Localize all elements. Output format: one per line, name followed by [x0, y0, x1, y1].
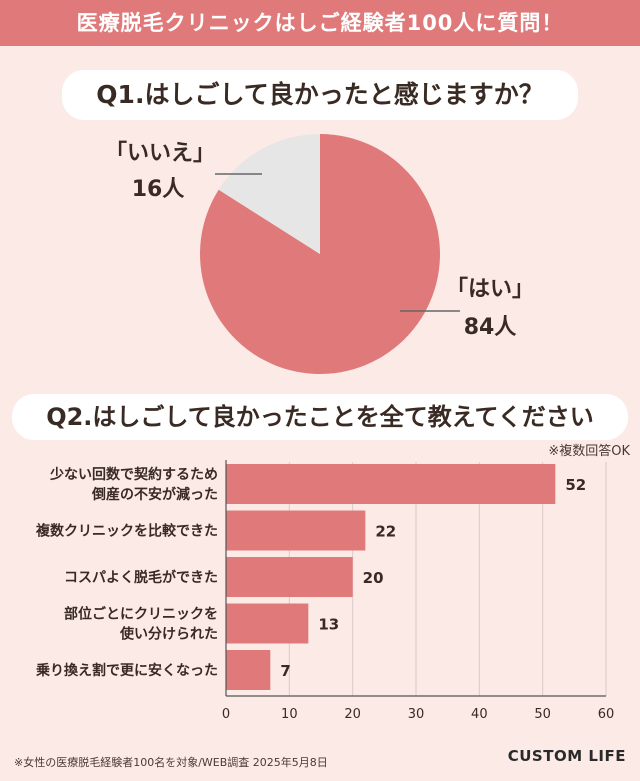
bar-value-label-3: 13 [318, 616, 339, 634]
bar-value-label-0: 52 [565, 476, 586, 494]
category-label-3: 部位ごとにクリニックを使い分けられた [64, 606, 218, 643]
bar-value-label-4: 7 [280, 662, 290, 680]
bar-3 [226, 603, 309, 644]
pie-label-0: 「はい」 [446, 277, 534, 302]
pie-label-1: 「いいえ」 [105, 141, 215, 166]
category-label-4: 乗り換え割で更に安くなった [35, 662, 218, 679]
x-tick-label-1: 10 [281, 707, 298, 722]
x-tick-label-4: 40 [471, 707, 488, 722]
header-banner: 医療脱毛クリニックはしご経験者100人に質問！ [0, 0, 640, 46]
bar-4 [226, 650, 271, 690]
bar-value-label-1: 22 [375, 523, 396, 541]
pie-slice-0 [200, 134, 441, 374]
x-tick-label-2: 20 [344, 707, 361, 722]
x-tick-label-3: 30 [408, 707, 425, 722]
brand-logo: CUSTOM LIFE [507, 747, 626, 765]
bar-chart: 52 少ない回数で契約するため倒産の不安が減った 22 複数クリニックを比較できた 20… [35, 460, 615, 722]
bar-1 [226, 510, 366, 551]
multi-answer-note: ※複数回答OK [548, 444, 630, 459]
q2-question: Q2.はしごして良かったことを全て教えてください [12, 394, 628, 440]
bar-value-label-2: 20 [363, 569, 384, 587]
pie-chart: 「はい」 84人 「いいえ」 16人 [105, 134, 534, 374]
category-label-1: 複数クリニックを比較できた [35, 523, 218, 540]
bar-0 [226, 464, 556, 504]
q1-question: Q1.はしごして良かったと感じますか？ [62, 70, 578, 120]
footer-source: ※女性の医療脱毛経験者100名を対象/WEB調査 2025年5月8日 [14, 756, 328, 769]
x-tick-label-6: 60 [598, 707, 615, 722]
category-label-2: コスパよく脱毛ができた [64, 569, 218, 586]
pie-value-label-1: 16人 [132, 177, 185, 202]
category-label-0: 少ない回数で契約するため倒産の不安が減った [49, 466, 218, 503]
x-tick-label-5: 50 [534, 707, 551, 722]
pie-slice-1 [218, 134, 320, 254]
pie-value-label-0: 84人 [464, 315, 517, 340]
x-tick-label-0: 0 [222, 707, 230, 722]
bar-2 [226, 557, 353, 597]
